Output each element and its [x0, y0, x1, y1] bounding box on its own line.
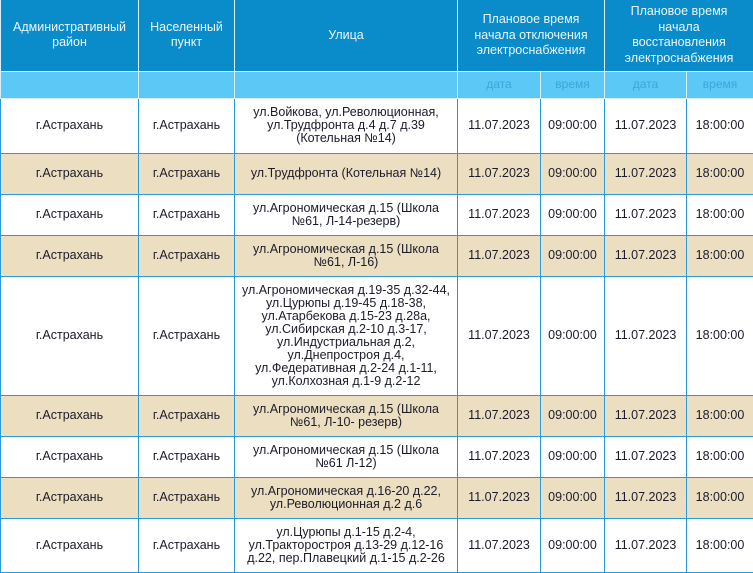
cell-off-time: 09:00:00 — [541, 98, 605, 153]
cell-off-date: 11.07.2023 — [458, 395, 541, 436]
cell-on-time: 18:00:00 — [687, 436, 753, 477]
cell-locality: г.Астрахань — [139, 276, 235, 395]
cell-district: г.Астрахань — [1, 276, 139, 395]
cell-off-date: 11.07.2023 — [458, 518, 541, 572]
cell-on-time: 18:00:00 — [687, 153, 753, 194]
cell-district: г.Астрахань — [1, 98, 139, 153]
cell-street: ул.Войкова, ул.Революционная, ул.Трудфро… — [235, 98, 458, 153]
cell-on-date: 11.07.2023 — [605, 477, 687, 518]
cell-on-time: 18:00:00 — [687, 194, 753, 235]
cell-street: ул.Агрономическая д.19-35 д.32-44, ул.Цу… — [235, 276, 458, 395]
cell-district: г.Астрахань — [1, 436, 139, 477]
cell-district: г.Астрахань — [1, 395, 139, 436]
cell-street: ул.Агрономическая д.16-20 д.22, ул.Револ… — [235, 477, 458, 518]
cell-district: г.Астрахань — [1, 477, 139, 518]
cell-off-time: 09:00:00 — [541, 153, 605, 194]
subheader-empty — [1, 71, 139, 98]
cell-off-date: 11.07.2023 — [458, 194, 541, 235]
subheader-empty — [139, 71, 235, 98]
subheader-on-time: время — [687, 71, 753, 98]
cell-district: г.Астрахань — [1, 518, 139, 572]
subheader-on-date: дата — [605, 71, 687, 98]
subheader-off-date: дата — [458, 71, 541, 98]
cell-on-date: 11.07.2023 — [605, 194, 687, 235]
cell-off-date: 11.07.2023 — [458, 153, 541, 194]
cell-on-time: 18:00:00 — [687, 276, 753, 395]
cell-street: ул.Агрономическая д.15 (Школа №61, Л-10-… — [235, 395, 458, 436]
cell-on-date: 11.07.2023 — [605, 153, 687, 194]
subheader-off-time: время — [541, 71, 605, 98]
cell-off-time: 09:00:00 — [541, 395, 605, 436]
cell-on-date: 11.07.2023 — [605, 395, 687, 436]
cell-locality: г.Астрахань — [139, 153, 235, 194]
cell-locality: г.Астрахань — [139, 477, 235, 518]
subheader-row: дата время дата время — [1, 71, 753, 98]
cell-locality: г.Астрахань — [139, 98, 235, 153]
cell-on-date: 11.07.2023 — [605, 518, 687, 572]
cell-on-time: 18:00:00 — [687, 235, 753, 276]
cell-street: ул.Агрономическая д.15 (Школа №61, Л-16) — [235, 235, 458, 276]
cell-off-time: 09:00:00 — [541, 477, 605, 518]
cell-locality: г.Астрахань — [139, 194, 235, 235]
cell-locality: г.Астрахань — [139, 518, 235, 572]
cell-locality: г.Астрахань — [139, 436, 235, 477]
header-locality: Населенный пункт — [139, 0, 235, 71]
cell-off-date: 11.07.2023 — [458, 477, 541, 518]
cell-off-date: 11.07.2023 — [458, 276, 541, 395]
cell-on-date: 11.07.2023 — [605, 235, 687, 276]
subheader-empty — [235, 71, 458, 98]
header-district: Административный район — [1, 0, 139, 71]
cell-district: г.Астрахань — [1, 235, 139, 276]
cell-on-date: 11.07.2023 — [605, 276, 687, 395]
cell-on-time: 18:00:00 — [687, 395, 753, 436]
cell-street: ул.Агрономическая д.15 (Школа №61, Л-14-… — [235, 194, 458, 235]
header-street: Улица — [235, 0, 458, 71]
cell-district: г.Астрахань — [1, 153, 139, 194]
cell-off-time: 09:00:00 — [541, 518, 605, 572]
cell-locality: г.Астрахань — [139, 395, 235, 436]
cell-off-date: 11.07.2023 — [458, 235, 541, 276]
header-off-time: Плановое время начала отключения электро… — [458, 0, 605, 71]
cell-on-date: 11.07.2023 — [605, 436, 687, 477]
cell-off-time: 09:00:00 — [541, 436, 605, 477]
header-restore-time: Плановое время начала восстановления эле… — [605, 0, 753, 71]
cell-street: ул.Агрономическая д.15 (Школа №61 Л-12) — [235, 436, 458, 477]
cell-on-time: 18:00:00 — [687, 477, 753, 518]
cell-on-date: 11.07.2023 — [605, 98, 687, 153]
cell-locality: г.Астрахань — [139, 235, 235, 276]
cell-on-time: 18:00:00 — [687, 518, 753, 572]
cell-off-time: 09:00:00 — [541, 276, 605, 395]
header-row: Административный район Населенный пункт … — [1, 0, 753, 71]
cell-street: ул.Трудфронта (Котельная №14) — [235, 153, 458, 194]
cell-on-time: 18:00:00 — [687, 98, 753, 153]
cell-off-time: 09:00:00 — [541, 194, 605, 235]
cell-off-date: 11.07.2023 — [458, 98, 541, 153]
cell-off-time: 09:00:00 — [541, 235, 605, 276]
cell-street: ул.Цурюпы д.1-15 д.2-4, ул.Тракторостроя… — [235, 518, 458, 572]
cell-district: г.Астрахань — [1, 194, 139, 235]
cell-off-date: 11.07.2023 — [458, 436, 541, 477]
